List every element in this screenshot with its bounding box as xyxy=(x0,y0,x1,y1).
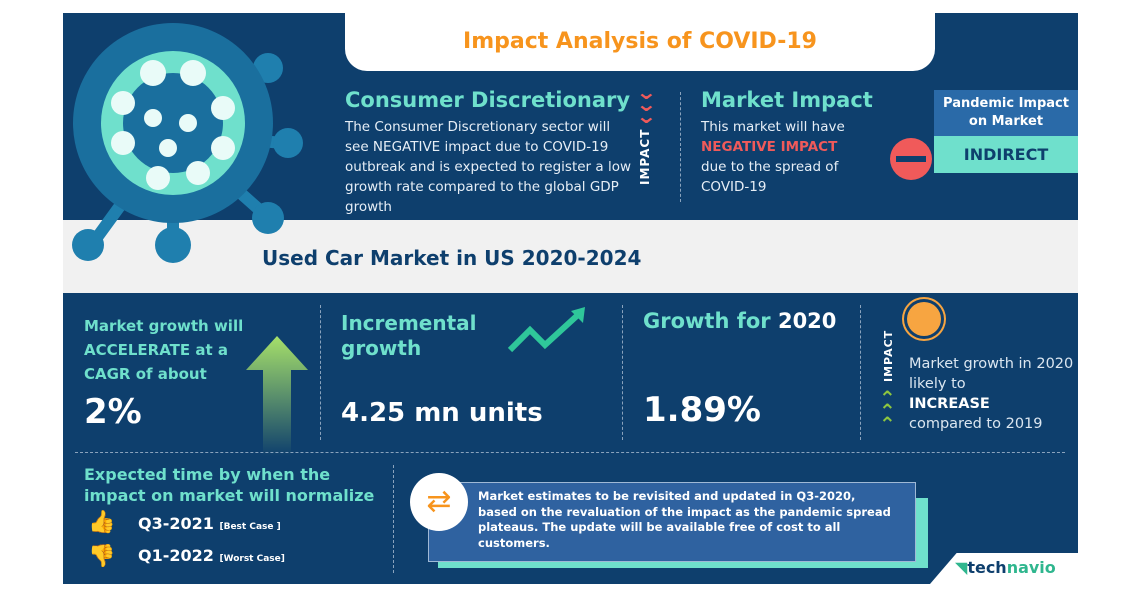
title-band xyxy=(63,220,1078,293)
pandemic-impact-value: INDIRECT xyxy=(934,136,1078,173)
divider xyxy=(393,465,394,573)
chevrons-up-icon: ⌃ ⌃ ⌃ xyxy=(879,386,896,436)
impact-label: IMPACT xyxy=(638,128,652,185)
arrow-up-icon xyxy=(246,336,308,456)
minus-icon xyxy=(890,138,932,180)
market-impact-line1: This market will have xyxy=(701,119,845,135)
trend-up-icon xyxy=(507,307,585,353)
best-case-value: Q3-2021 xyxy=(138,514,214,533)
thumbs-down-icon: 👎 xyxy=(88,544,116,569)
brand-tab xyxy=(930,553,1078,584)
notice-box xyxy=(428,482,916,562)
negative-impact-text: NEGATIVE IMPACT xyxy=(701,139,838,155)
divider xyxy=(860,305,861,440)
divider xyxy=(622,305,623,440)
market-impact-heading: Market Impact xyxy=(701,88,873,112)
divider xyxy=(75,452,1065,453)
incremental-value: 4.25 mn units xyxy=(341,398,543,428)
technavio-logo: ◥technavio xyxy=(955,558,1056,577)
thumbs-up-icon: 👍 xyxy=(88,510,116,535)
growth-value: 1.89% xyxy=(643,390,761,430)
virus-orange-icon xyxy=(907,302,941,336)
title-tab: Impact Analysis of COVID-19 xyxy=(345,13,935,71)
growth-label: Growth for xyxy=(643,309,771,333)
divider xyxy=(320,305,321,440)
impact-label: IMPACT xyxy=(882,329,895,382)
market-title: Used Car Market in US 2020-2024 xyxy=(262,246,642,270)
market-impact-line2: due to the spread of COVID-19 xyxy=(701,159,839,195)
notice-text: Market estimates to be revisited and upd… xyxy=(478,489,891,550)
worst-case-note: [Worst Case] xyxy=(219,554,285,564)
growth-year: 2020 xyxy=(777,309,837,333)
best-case-note: [Best Case ] xyxy=(219,522,281,532)
pandemic-impact-label: Pandemic Impact on Market xyxy=(934,90,1078,136)
sector-heading: Consumer Discretionary xyxy=(345,88,631,112)
worst-case-value: Q1-2022 xyxy=(138,546,214,565)
chevrons-down-icon: ⌄ ⌄ ⌄ xyxy=(635,80,658,128)
impact-line1: Market growth in 2020 likely to xyxy=(909,356,1074,392)
page-title: Impact Analysis of COVID-19 xyxy=(463,29,817,54)
cagr-value: 2% xyxy=(84,392,142,432)
impact-line2: compared to 2019 xyxy=(909,416,1043,432)
virus-icon xyxy=(72,23,303,263)
normalize-heading: Expected time by when the impact on mark… xyxy=(84,465,375,505)
refresh-icon: ⇄ xyxy=(410,473,468,531)
cagr-text: Market growth will ACCELERATE at a CAGR … xyxy=(84,317,244,383)
incremental-label: Incremental growth xyxy=(341,311,477,360)
sector-text: The Consumer Discretionary sector will s… xyxy=(345,119,632,215)
divider xyxy=(680,92,681,202)
increase-text: INCREASE xyxy=(909,396,990,412)
